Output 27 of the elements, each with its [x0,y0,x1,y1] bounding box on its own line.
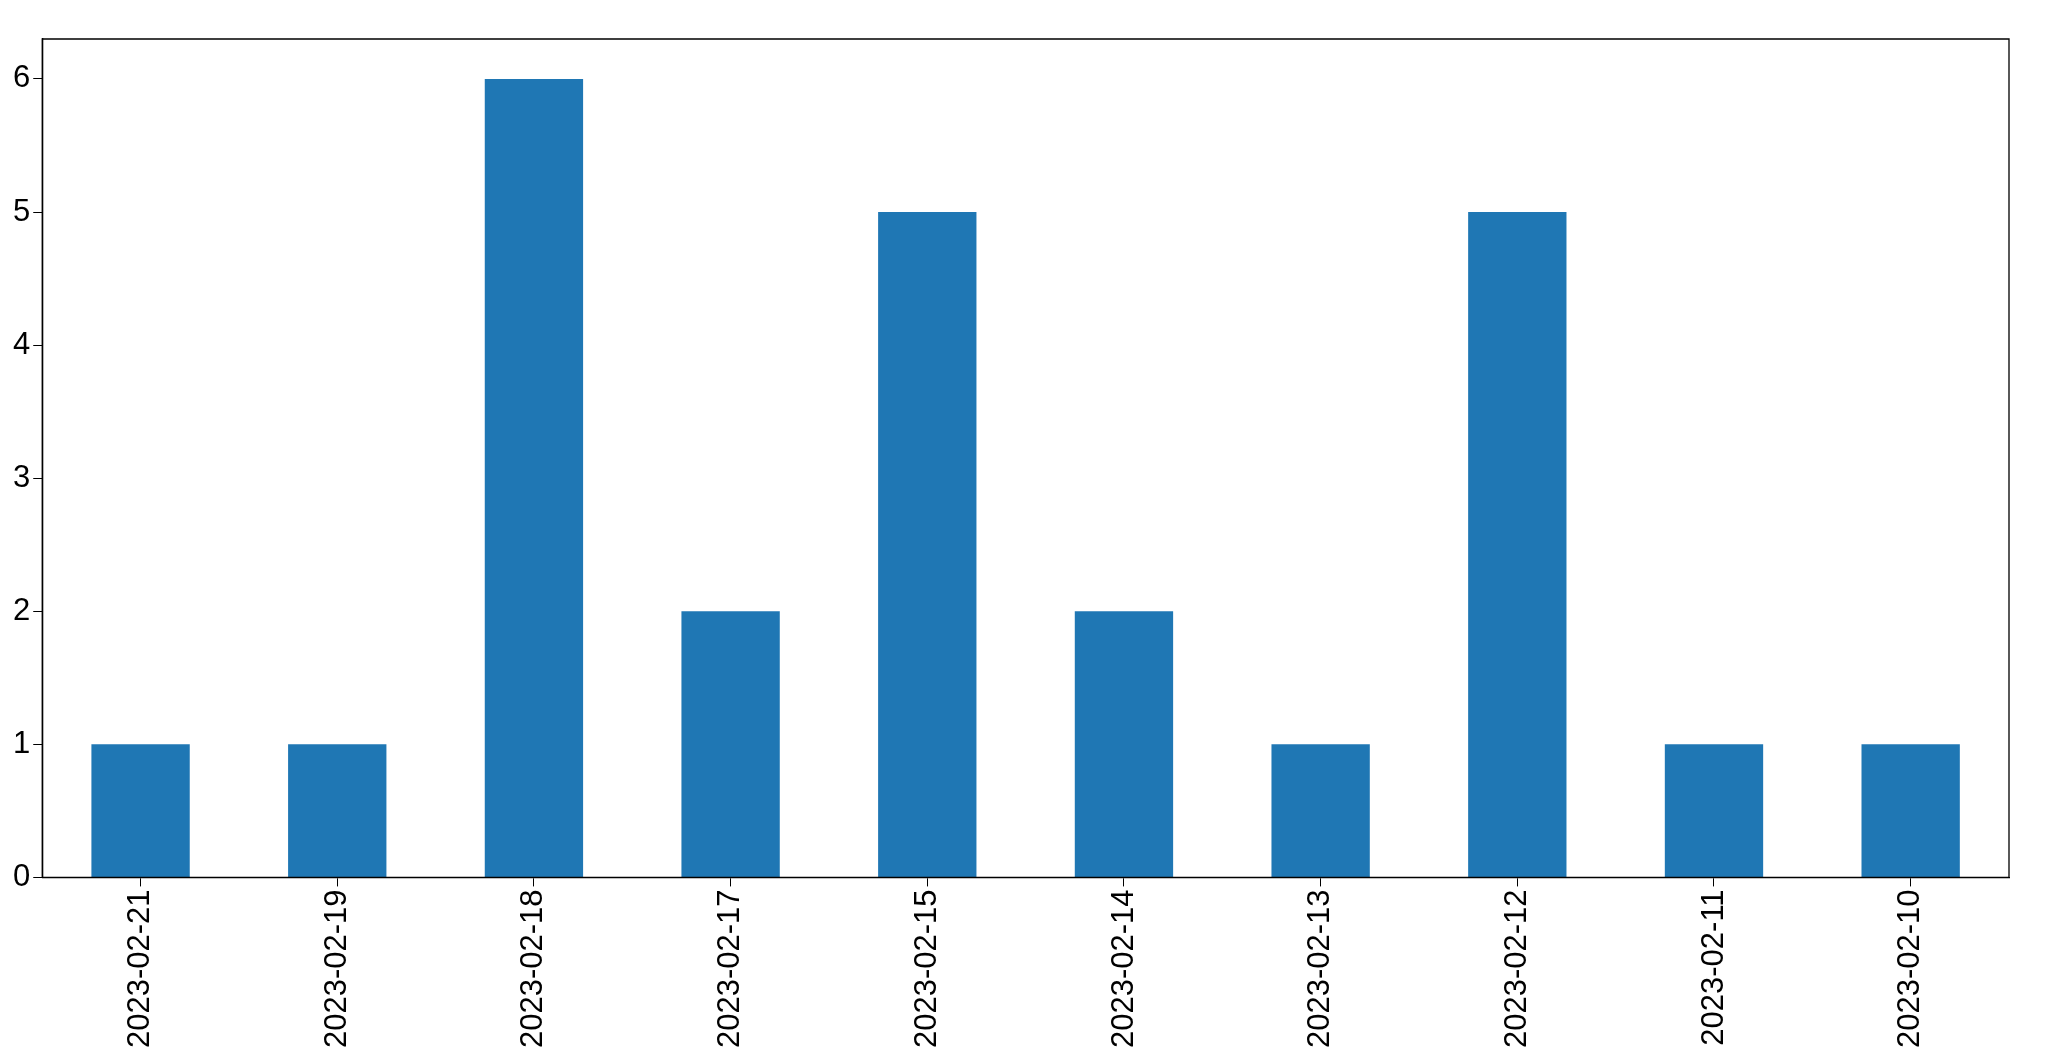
y-tick-label: 5 [12,192,31,228]
bar [1664,744,1764,877]
bar [1468,212,1567,877]
y-tick-label: 0 [12,857,31,893]
x-tick-label: 2023-02-10 [1891,889,1927,1049]
y-tick-label: 4 [12,325,31,361]
y-tick-label: 2 [12,591,31,627]
x-tick-label: 2023-02-19 [317,889,353,1049]
bar [484,78,584,877]
x-tick-label: 2023-02-15 [907,889,943,1049]
x-tick-label: 2023-02-14 [1104,889,1140,1049]
bar [288,744,387,877]
x-tick-label: 2023-02-11 [1694,889,1730,1046]
bar [1861,744,1960,877]
x-tick-label: 2023-02-18 [514,889,550,1049]
x-tick-label: 2023-02-17 [711,889,747,1049]
bar [878,212,977,877]
bar [1074,611,1174,877]
bar [1271,744,1370,877]
x-tick-label: 2023-02-13 [1301,889,1337,1049]
y-tick-label: 6 [12,59,31,95]
y-tick-label: 1 [12,724,31,760]
y-tick-label: 3 [12,458,31,494]
x-tick-label: 2023-02-12 [1497,889,1533,1049]
bar [681,611,780,877]
x-tick-label: 2023-02-21 [121,889,157,1049]
bar [91,744,190,877]
